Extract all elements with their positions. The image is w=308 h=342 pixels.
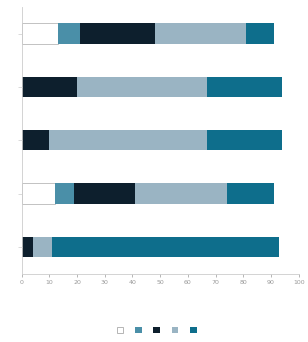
Bar [55, 183, 74, 204]
Bar [22, 77, 77, 97]
Bar [22, 183, 55, 204]
Bar [22, 23, 58, 44]
Bar [207, 77, 282, 97]
Bar [33, 237, 52, 257]
Legend: , , , , : , , , , [117, 326, 204, 335]
Bar [58, 23, 80, 44]
Bar [22, 130, 49, 150]
Bar [80, 23, 155, 44]
Bar [22, 23, 58, 44]
Bar [49, 130, 207, 150]
Bar [246, 23, 274, 44]
Bar [227, 183, 274, 204]
Bar [207, 130, 282, 150]
Bar [74, 183, 135, 204]
Bar [155, 23, 246, 44]
Bar [22, 183, 55, 204]
Bar [77, 77, 207, 97]
Bar [135, 183, 227, 204]
Bar [22, 237, 33, 257]
Bar [52, 237, 279, 257]
